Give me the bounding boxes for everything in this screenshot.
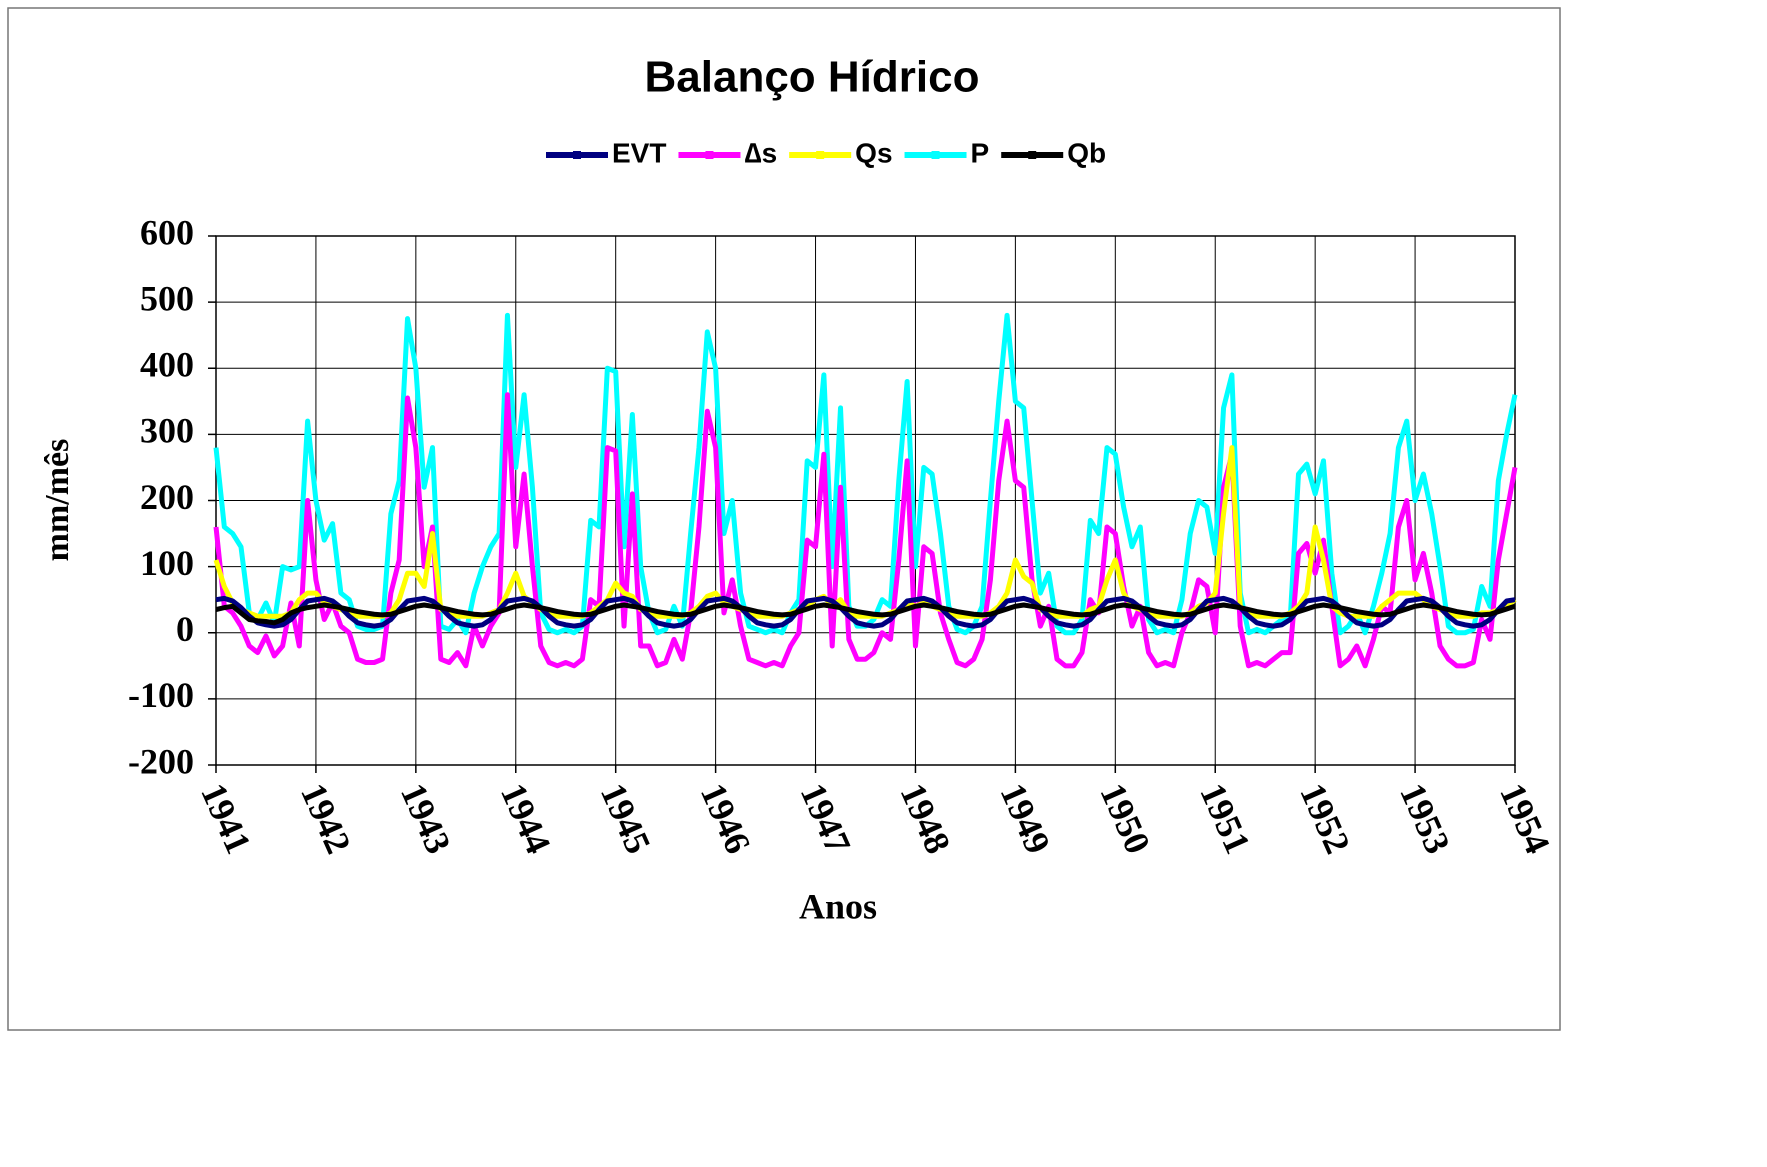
y-tick-label: 300 [140,411,194,451]
y-tick-label: -200 [128,741,194,781]
legend-marker [573,151,581,159]
y-tick-label: 0 [176,609,194,649]
legend-marker [931,151,940,159]
y-tick-label: 500 [140,278,194,318]
y-tick-label: 100 [140,543,194,583]
y-tick-label: 200 [140,477,194,517]
y-tick-label: 600 [140,212,194,252]
series-line [213,392,1518,669]
x-axis-label: Anos [799,886,877,926]
legend-label: P [971,137,990,168]
legend-label: ∆s [744,137,777,168]
legend-label: Qb [1067,137,1106,168]
legend-marker [816,151,825,159]
legend-label: EVT [612,137,666,168]
legend-label: Qs [855,137,892,168]
chart-title: Balanço Hídrico [645,53,980,102]
legend-marker [1028,151,1037,159]
series-line [215,602,1516,626]
y-tick-label: 400 [140,345,194,385]
y-tick-label: -100 [128,675,194,715]
legend-marker [705,151,714,159]
y-axis-label: mm/mês [39,439,76,562]
